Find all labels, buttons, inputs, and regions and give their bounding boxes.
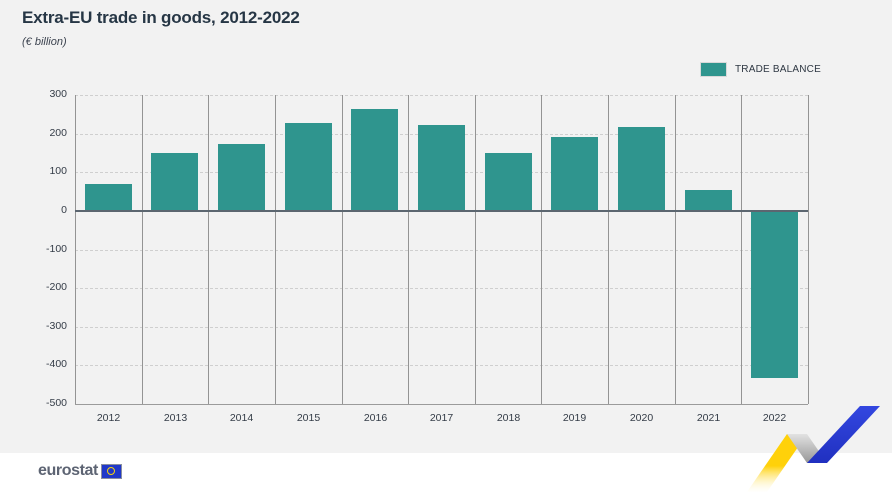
eurostat-logo: eurostat <box>38 462 122 480</box>
trade-balance-bar-2021 <box>685 189 732 211</box>
y-axis-label: -300 <box>45 319 67 332</box>
x-axis-label: 2015 <box>296 412 321 424</box>
trade-balance-bar-2019 <box>551 137 598 211</box>
gridline-h <box>75 288 808 290</box>
column-separator <box>142 95 143 404</box>
x-axis-label: 2022 <box>762 412 787 424</box>
column-separator <box>275 95 276 404</box>
y-axis-label: 100 <box>49 165 67 178</box>
y-axis-label: -400 <box>45 358 67 371</box>
gridline-h <box>75 326 808 328</box>
trade-balance-bar-2018 <box>485 153 532 211</box>
zero-axis-line <box>75 209 808 212</box>
gridline-h <box>75 95 808 96</box>
eurostat-logo-text: eurostat <box>38 462 98 479</box>
gridline-h <box>75 365 808 367</box>
y-axis-label: 200 <box>49 126 67 139</box>
plot-area: 300 200 100 0 -100 -200 -300 -400 -500 2012 2013 20… <box>46 88 809 424</box>
column-separator <box>342 95 343 404</box>
y-axis-label: -500 <box>45 397 67 409</box>
y-axis-label: 300 <box>49 88 67 100</box>
x-axis-label: 2017 <box>429 412 454 424</box>
x-axis-label: 2014 <box>229 412 254 424</box>
footer: eurostat <box>0 453 892 492</box>
trade-balance-bar-2022 <box>751 210 798 378</box>
y-axis-line <box>75 95 76 404</box>
legend-swatch-icon <box>700 62 727 77</box>
x-axis-label: 2016 <box>363 412 388 424</box>
eu-flag-icon <box>100 463 122 479</box>
trade-balance-bar-2012 <box>85 183 132 211</box>
trade-balance-bar-2015 <box>285 122 332 211</box>
gridline-h <box>75 249 808 251</box>
column-separator <box>675 95 676 404</box>
x-axis-label: 2012 <box>96 412 121 424</box>
x-axis-label: 2019 <box>562 412 587 424</box>
legend-label: TRADE BALANCE <box>735 64 821 75</box>
trade-balance-bar-2020 <box>618 127 665 211</box>
column-separator <box>475 95 476 404</box>
x-axis-label: 2013 <box>163 412 188 424</box>
column-separator <box>541 95 542 404</box>
x-axis-label: 2018 <box>496 412 521 424</box>
x-axis-label: 2020 <box>629 412 654 424</box>
x-axis-label: 2021 <box>696 412 721 424</box>
eu-flag-stars-ring <box>107 467 116 475</box>
y-axis-label: -200 <box>45 281 67 294</box>
column-separator <box>741 95 742 404</box>
y-axis-label: -100 <box>45 242 67 255</box>
column-separator <box>408 95 409 404</box>
y-axis-label: 0 <box>61 203 67 216</box>
trade-balance-bar-2013 <box>151 152 198 211</box>
trade-balance-bar-2014 <box>218 144 265 211</box>
trade-balance-bar-2017 <box>418 125 465 211</box>
column-separator <box>808 95 809 404</box>
chart-unit-subtitle: (€ billion) <box>22 36 67 48</box>
column-separator <box>608 95 609 404</box>
page-title: Extra-EU trade in goods, 2012-2022 <box>22 8 300 27</box>
column-separator <box>208 95 209 404</box>
legend: TRADE BALANCE <box>700 62 821 77</box>
trade-balance-bar-2016 <box>351 108 398 211</box>
